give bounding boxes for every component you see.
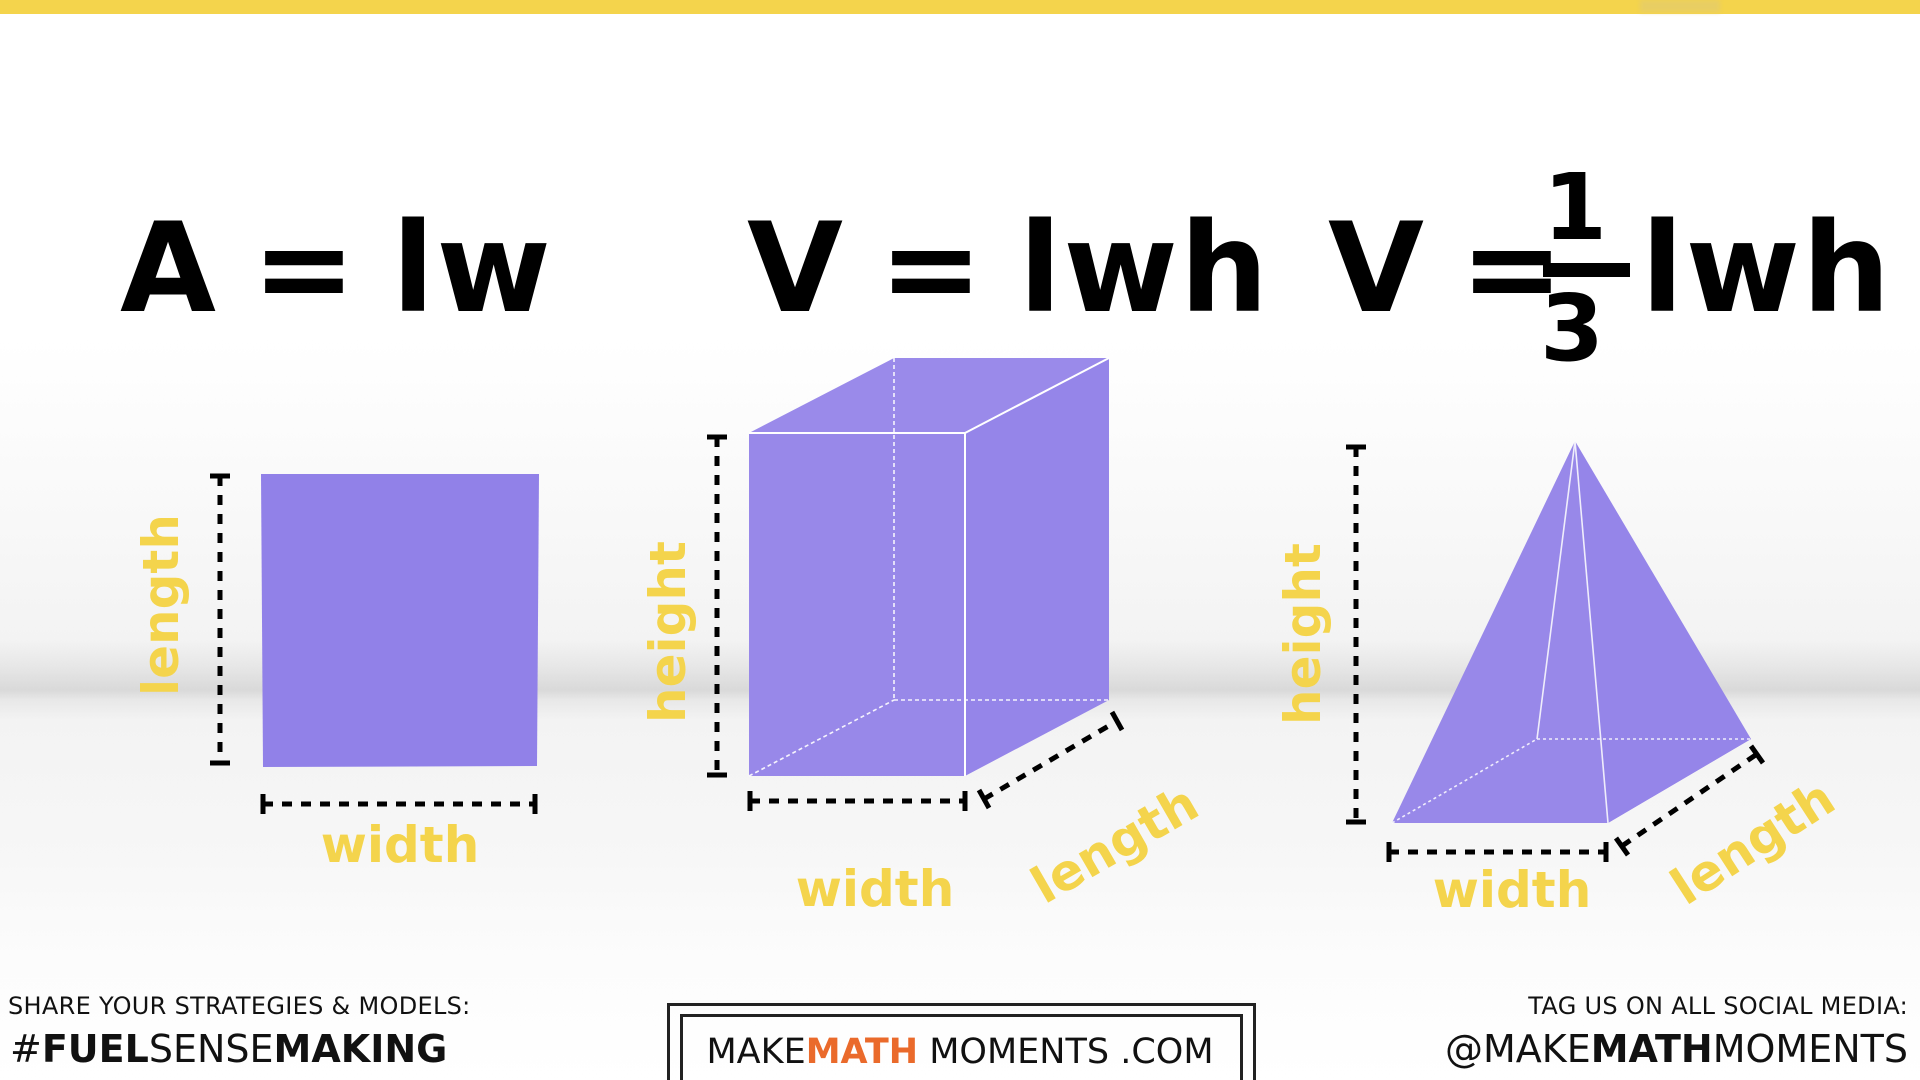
handle-bold: MATH xyxy=(1590,1027,1713,1071)
handle-suffix: MOMENTS xyxy=(1712,1027,1908,1071)
hashtag[interactable]: #FUELSENSEMAKING xyxy=(10,1030,447,1068)
rectangle-length-dimension-line xyxy=(210,473,230,766)
rectangular-pyramid-shape xyxy=(1391,440,1751,824)
social-handle[interactable]: @MAKEMATHMOMENTS xyxy=(1445,1030,1908,1068)
logo-math: MATH xyxy=(805,1032,919,1072)
pyramid-width-dimension-line xyxy=(1386,842,1609,862)
rectangle-width-dimension-line xyxy=(260,794,538,814)
prism-width-dimension-line xyxy=(747,791,968,811)
pyramid-formula-lhs: V xyxy=(1328,197,1426,341)
prism-volume-formula: V = lwh xyxy=(747,207,1270,331)
rectangular-prism-shape xyxy=(748,357,1110,777)
fraction-bar xyxy=(1543,263,1630,277)
share-prompt: SHARE YOUR STRATEGIES & MODELS: xyxy=(8,992,471,1020)
top-accent-bar xyxy=(0,0,1920,14)
pyramid-width-label: width xyxy=(1432,861,1592,919)
pyramid-height-dimension-line xyxy=(1346,444,1366,825)
rectangle-length-label: length xyxy=(132,514,190,696)
prism-height-dimension-line xyxy=(707,434,727,778)
hashtag-bold-1: FUEL xyxy=(41,1027,149,1071)
prism-formula-lhs: V xyxy=(747,197,845,341)
pyramid-length-dimension-line xyxy=(1613,744,1766,857)
hashtag-thin: SENSE xyxy=(148,1027,274,1071)
prism-length-dimension-line xyxy=(976,710,1125,810)
hashtag-prefix: # xyxy=(10,1027,42,1071)
logo-dotcom: .COM xyxy=(1120,1032,1214,1072)
top-bar-smudge xyxy=(1640,0,1720,12)
fraction-numerator: 1 xyxy=(1543,154,1608,261)
pyramid-height-label: height xyxy=(1274,543,1332,725)
website-logo-link[interactable]: MAKEMATH MOMENTS .COM xyxy=(700,1035,1220,1070)
handle-prefix: @MAKE xyxy=(1445,1027,1591,1071)
hashtag-bold-2: MAKING xyxy=(273,1027,448,1071)
prism-height-label: height xyxy=(639,541,697,723)
area-formula-rhs: lw xyxy=(391,197,553,341)
logo-frame-outer xyxy=(667,1003,1256,1080)
rectangle-width-label: width xyxy=(320,816,480,874)
logo-frame-inner xyxy=(680,1014,1243,1080)
pyramid-volume-formula-lhs: V = xyxy=(1328,207,1566,331)
pyramid-formula-rhs: lwh xyxy=(1641,197,1893,341)
logo-moments: MOMENTS xyxy=(929,1032,1110,1072)
logo-make: MAKE xyxy=(706,1032,806,1072)
prism-formula-rhs: lwh xyxy=(1018,197,1271,341)
area-formula-lhs: A xyxy=(120,197,218,341)
prism-width-label: width xyxy=(795,860,955,918)
fraction-denominator: 3 xyxy=(1540,275,1605,382)
area-formula: A = lw xyxy=(120,207,553,331)
prism-formula-equals: = xyxy=(878,197,985,341)
tag-prompt: TAG US ON ALL SOCIAL MEDIA: xyxy=(1528,992,1908,1020)
rectangle-shape xyxy=(261,474,539,767)
area-formula-equals: = xyxy=(251,197,358,341)
